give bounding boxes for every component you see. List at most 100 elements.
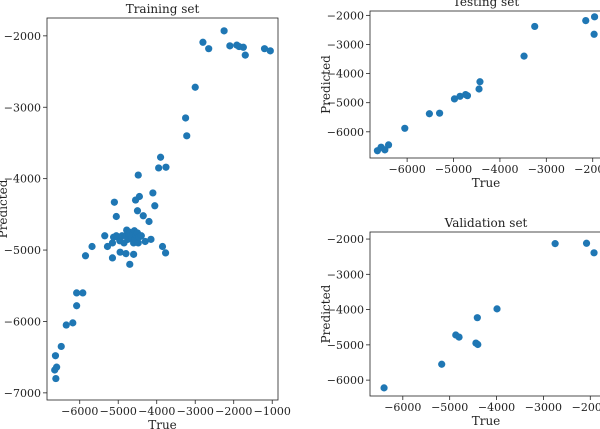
testing-data-point	[381, 146, 389, 154]
validation-data-point	[438, 360, 446, 368]
training-data-point	[266, 47, 274, 55]
testing-data-point	[436, 109, 444, 117]
training-panel: −6000 −5000 −4000 −3000 −2000 −1000−7000−6000…	[0, 2, 291, 429]
testing-y-tick-label: −6000	[327, 126, 364, 139]
testing-data-point	[590, 13, 599, 21]
testing-panel: −6000 −5000 −4000 −3000 −2000 −6000 −5000 −4000…	[319, 0, 600, 190]
training-data-point	[260, 45, 269, 53]
testing-x-tick-label: −3000	[528, 163, 565, 176]
training-data-point	[108, 254, 117, 262]
training-x-tick-label: −1000	[254, 405, 291, 418]
validation-data-point	[493, 305, 501, 313]
validation-y-axis-label: Predicted	[319, 284, 333, 343]
training-data-point	[130, 250, 138, 258]
testing-data-point	[456, 92, 464, 100]
training-x-tick-label: −6000	[61, 405, 98, 418]
training-x-tick-label: −3000	[177, 405, 214, 418]
training-data-point	[110, 198, 118, 206]
training-data-point	[81, 252, 90, 260]
training-data-point	[162, 163, 170, 171]
training-x-axis-label: True	[148, 418, 177, 429]
training-y-tick-label: −5000	[4, 244, 41, 257]
training-data-point	[182, 114, 190, 122]
training-data-point	[205, 45, 213, 53]
training-data-point	[116, 248, 124, 256]
training-data-point	[155, 164, 163, 172]
training-data-point	[226, 42, 234, 50]
testing-x-tick-label: −4000	[481, 163, 518, 176]
validation-chart-title: Validation set	[444, 216, 528, 230]
validation-data-point	[380, 384, 388, 392]
training-data-point	[156, 153, 165, 161]
validation-data-point	[473, 314, 481, 322]
training-data-point	[79, 289, 87, 297]
testing-data-point	[450, 95, 459, 103]
training-data-point	[137, 232, 145, 240]
training-data-point	[161, 249, 170, 257]
training-data-point	[191, 83, 199, 91]
training-y-tick-label: −7000	[4, 387, 41, 400]
training-data-point	[151, 202, 159, 210]
validation-y-tick-label: −3000	[327, 268, 364, 281]
validation-panel: −6000 −5000 −4000 −3000 −2000 −6000 −5000 −4000…	[319, 216, 600, 428]
training-data-point	[134, 239, 142, 247]
training-data-point	[57, 342, 65, 351]
testing-x-tick-label: −2000	[574, 163, 600, 176]
testing-data-point	[425, 110, 433, 118]
training-y-tick-label: −4000	[4, 173, 41, 186]
validation-y-tick-label: −6000	[327, 374, 364, 387]
validation-x-tick-label: −4000	[478, 401, 515, 414]
testing-x-axis-label: True	[472, 176, 501, 190]
testing-y-tick-label: −3000	[327, 38, 364, 51]
training-data-point	[149, 189, 157, 197]
training-data-point	[158, 242, 167, 251]
testing-data-point	[463, 92, 472, 100]
testing-data-point	[384, 141, 393, 149]
validation-data-point	[582, 239, 591, 247]
testing-data-point	[476, 78, 484, 86]
training-y-tick-label: −2000	[4, 30, 41, 43]
training-chart-title: Training set	[126, 2, 200, 16]
training-data-point	[53, 363, 61, 371]
training-data-point	[126, 260, 134, 268]
training-data-point	[199, 38, 207, 46]
testing-data-point	[582, 17, 590, 25]
training-data-point	[220, 27, 228, 35]
validation-x-tick-label: −5000	[431, 401, 468, 414]
testing-y-axis-label: Predicted	[319, 55, 333, 114]
training-data-point	[135, 192, 143, 201]
validation-x-tick-label: −3000	[525, 401, 562, 414]
testing-y-tick-label: −2000	[327, 9, 364, 22]
validation-y-tick-label: −5000	[327, 339, 364, 352]
training-y-axis-label: Predicted	[0, 179, 10, 238]
training-data-point	[73, 302, 81, 310]
training-data-point	[112, 212, 120, 221]
validation-data-point	[590, 249, 598, 257]
validation-data-point	[474, 340, 482, 349]
validation-data-point	[455, 333, 463, 341]
testing-data-point	[590, 30, 598, 38]
training-x-tick-label: −4000	[138, 405, 175, 418]
training-data-point	[108, 239, 117, 247]
validation-x-tick-label: −6000	[384, 401, 421, 414]
training-plot-frame	[46, 17, 279, 401]
validation-x-tick-label: −2000	[572, 401, 600, 414]
training-data-point	[103, 242, 112, 251]
validation-plot-frame	[369, 231, 600, 397]
training-data-point	[145, 217, 153, 226]
training-data-point	[139, 212, 147, 220]
training-data-point	[241, 51, 249, 59]
training-data-point	[73, 289, 81, 297]
training-data-point	[239, 43, 247, 51]
training-y-tick-label: −3000	[4, 101, 41, 114]
testing-data-point	[531, 22, 539, 31]
testing-x-tick-label: −6000	[389, 163, 426, 176]
training-x-tick-label: −2000	[215, 405, 252, 418]
testing-data-point	[475, 85, 483, 93]
training-x-tick-label: −5000	[100, 405, 137, 418]
training-data-point	[51, 352, 60, 360]
training-data-point	[133, 207, 142, 215]
validation-x-axis-label: True	[472, 414, 501, 428]
training-data-point	[62, 321, 70, 329]
